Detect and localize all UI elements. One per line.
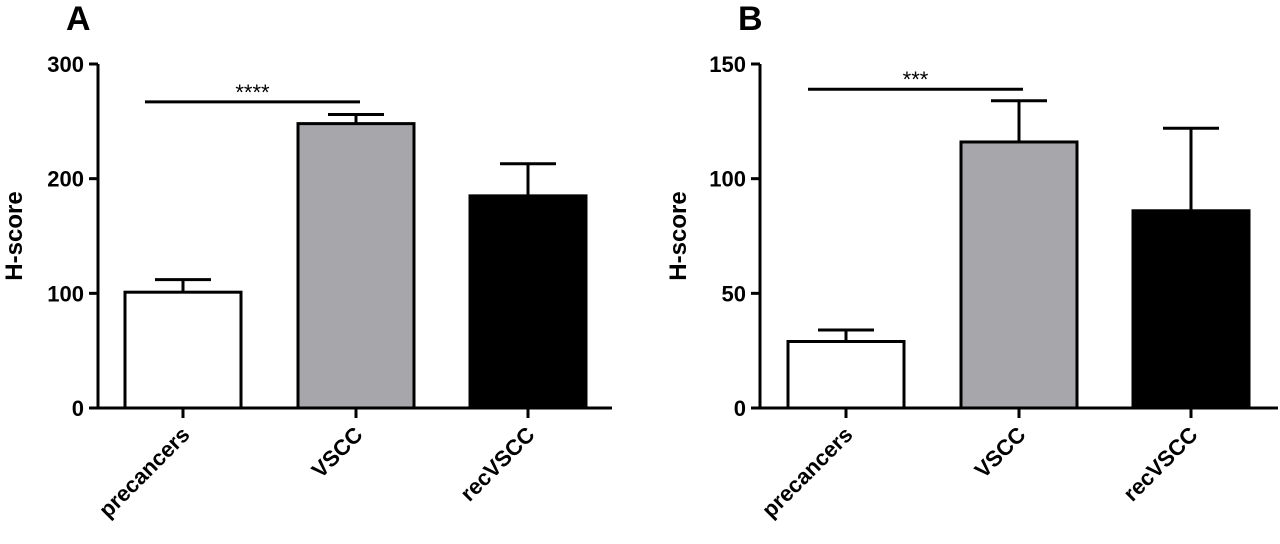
y-tick-label: 0 [734, 396, 746, 421]
y-tick-label: 100 [47, 281, 84, 306]
y-tick-label: 150 [709, 52, 746, 77]
y-axis-label: H-score [665, 191, 692, 280]
panel-letter: A [66, 0, 91, 38]
y-tick-label: 0 [72, 396, 84, 421]
significance-label: *** [903, 67, 929, 92]
panel-b: B H-score 0 50 100 150 precancers VSCC recVSCC… [665, 0, 1278, 523]
panel-a: A H-score 0 100 200 300 precancers VSCC recVSC… [1, 0, 612, 523]
x-tick-label: precancers [94, 422, 195, 523]
y-tick-label: 200 [47, 167, 84, 192]
x-tick-label: VSCC [307, 422, 368, 483]
y-tick-label: 100 [709, 167, 746, 192]
x-tick-label: precancers [757, 422, 858, 523]
bar-precancers [786, 339, 906, 410]
x-tick-label: recVSCC [455, 422, 539, 506]
y-axis-label: H-score [1, 191, 28, 280]
significance-label: **** [235, 80, 270, 105]
x-tick-label: recVSCC [1118, 422, 1202, 506]
bar-precancers [123, 290, 243, 410]
y-tick-label: 300 [47, 52, 84, 77]
panel-letter: B [738, 0, 763, 38]
bar-recvscc [1131, 209, 1251, 410]
x-tick-label: VSCC [970, 422, 1031, 483]
bar-recvscc [468, 194, 588, 410]
bar-vscc [296, 122, 416, 410]
y-tick-label: 50 [722, 281, 746, 306]
bar-vscc [959, 140, 1079, 410]
